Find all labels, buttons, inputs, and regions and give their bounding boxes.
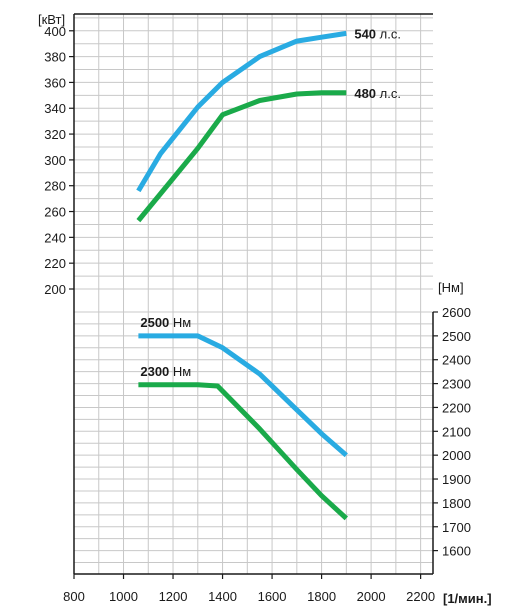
right-tick-label: 2500: [442, 329, 471, 344]
curve-label-480: 480 л.с.: [354, 86, 401, 101]
curve-label-unit: Нм: [169, 315, 191, 330]
curve-label-value: 2300: [140, 364, 169, 379]
curve-label-value: 2500: [140, 315, 169, 330]
left-axis-unit-label: [кВт]: [38, 12, 65, 27]
x-tick-label: 1200: [159, 589, 188, 604]
right-tick-label: 1700: [442, 520, 471, 535]
curve-label-540: 540 л.с.: [354, 26, 401, 41]
axes: [69, 13, 438, 579]
x-tick-label: 1800: [307, 589, 336, 604]
x-axis-unit-label: [1/мин.]: [443, 591, 492, 606]
curve-label-value: 540: [354, 26, 376, 41]
x-tick-label: 2200: [406, 589, 435, 604]
x-tick-label: 1400: [208, 589, 237, 604]
right-tick-label: 2000: [442, 448, 471, 463]
curves: [136, 30, 348, 521]
right-tick-label: 2600: [442, 305, 471, 320]
right-tick-label: 2100: [442, 424, 471, 439]
left-tick-label: 220: [44, 256, 66, 271]
left-tick-label: 240: [44, 230, 66, 245]
curve-2300: [138, 382, 348, 521]
curve-label-unit: л.с.: [376, 26, 401, 41]
tick-labels: 200 220 240 260 280 300 320 340 360 380 400 1600 170…: [44, 24, 471, 604]
x-tick-label: 1000: [109, 589, 138, 604]
right-tick-label: 2300: [442, 377, 471, 392]
right-tick-label: 1600: [442, 544, 471, 559]
x-tick-label: 1600: [258, 589, 287, 604]
right-tick-label: 1900: [442, 472, 471, 487]
left-tick-label: 280: [44, 179, 66, 194]
curve-label-unit: Нм: [169, 364, 191, 379]
curve-label-2500: 2500 Нм: [140, 315, 191, 330]
right-tick-label: 2400: [442, 353, 471, 368]
curve-540: [136, 30, 347, 193]
left-tick-label: 360: [44, 75, 66, 90]
curve-480: [136, 90, 347, 223]
left-tick-label: 320: [44, 127, 66, 142]
left-tick-label: 300: [44, 153, 66, 168]
curve-label-value: 480: [354, 86, 376, 101]
left-tick-label: 380: [44, 50, 66, 65]
right-tick-label: 2200: [442, 400, 471, 415]
left-tick-label: 340: [44, 101, 66, 116]
left-tick-label: 400: [44, 24, 66, 39]
x-tick-label: 2000: [357, 589, 386, 604]
curve-label-2300: 2300 Нм: [140, 364, 191, 379]
right-tick-label: 1800: [442, 496, 471, 511]
left-tick-label: 200: [44, 282, 66, 297]
x-tick-label: 800: [63, 589, 85, 604]
curve-label-unit: л.с.: [376, 86, 401, 101]
curve-2500: [138, 333, 348, 458]
left-tick-label: 260: [44, 205, 66, 220]
right-axis-unit-label: [Нм]: [438, 280, 464, 295]
